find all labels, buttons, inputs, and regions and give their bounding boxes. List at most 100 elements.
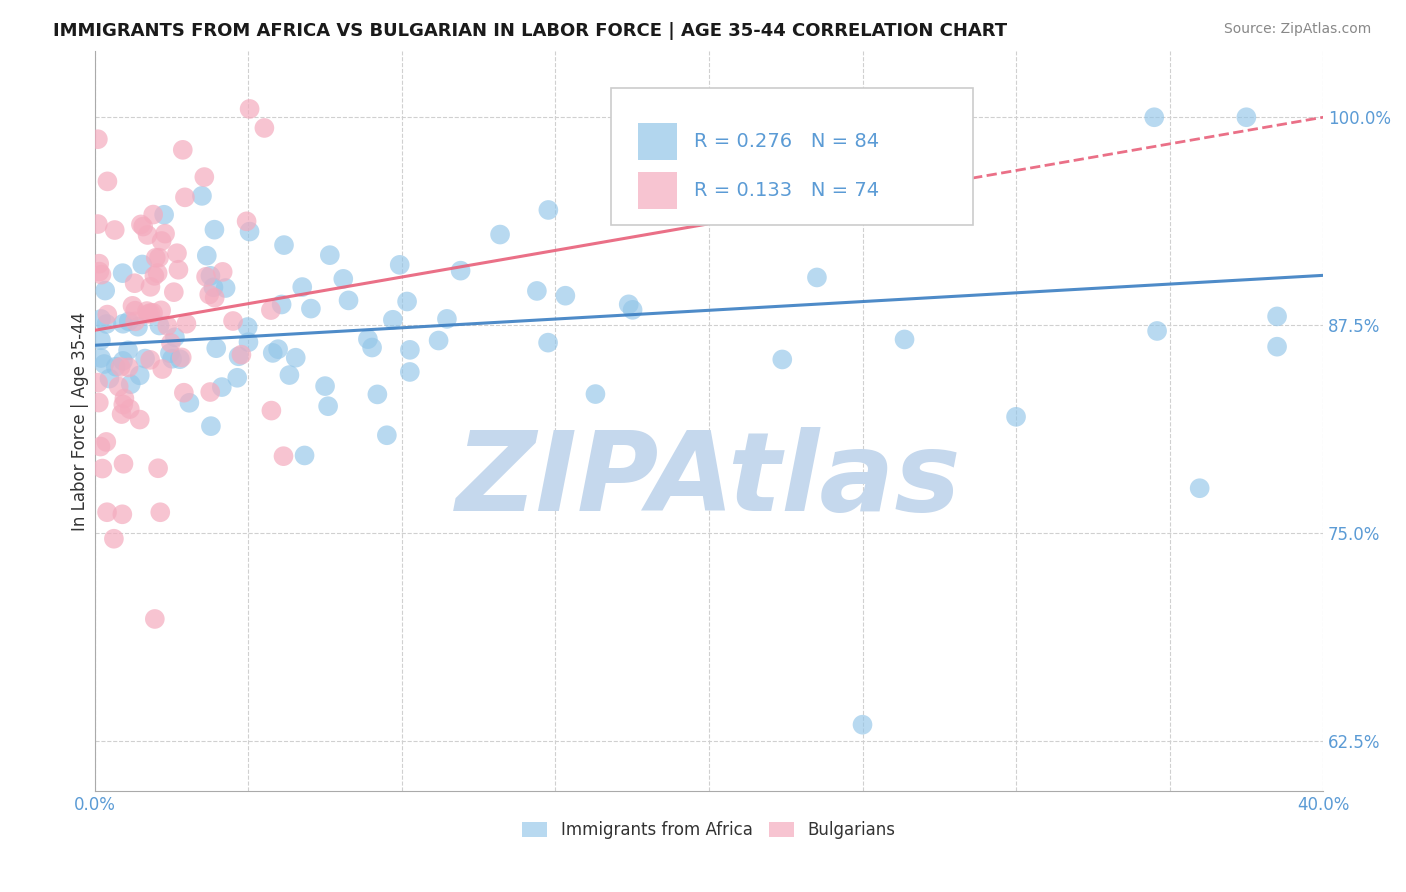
Point bbox=[87, 217, 110, 231]
Point bbox=[211, 265, 233, 279]
Point bbox=[150, 234, 173, 248]
Point bbox=[1146, 324, 1168, 338]
Point bbox=[179, 396, 201, 410]
Point bbox=[124, 303, 146, 318]
Point bbox=[112, 392, 135, 406]
Point bbox=[205, 341, 228, 355]
Point bbox=[204, 291, 226, 305]
Point bbox=[316, 399, 339, 413]
Point bbox=[537, 335, 560, 350]
Point bbox=[156, 318, 179, 333]
Point bbox=[260, 303, 283, 318]
Point bbox=[96, 308, 118, 322]
Point bbox=[291, 280, 314, 294]
Point bbox=[142, 208, 165, 222]
Point bbox=[294, 449, 316, 463]
Point bbox=[139, 306, 162, 320]
Point bbox=[90, 351, 112, 365]
Point bbox=[195, 249, 218, 263]
Text: Source: ZipAtlas.com: Source: ZipAtlas.com bbox=[1223, 22, 1371, 37]
Point bbox=[87, 395, 110, 409]
Point bbox=[96, 505, 118, 519]
Point bbox=[170, 351, 193, 365]
Point bbox=[153, 208, 176, 222]
Point bbox=[173, 385, 195, 400]
Point bbox=[299, 301, 322, 316]
Point bbox=[132, 219, 155, 234]
Point bbox=[139, 352, 162, 367]
Point bbox=[617, 297, 640, 311]
Point bbox=[396, 294, 419, 309]
Point bbox=[357, 332, 380, 346]
Point bbox=[195, 269, 218, 284]
Point bbox=[238, 335, 260, 350]
Point bbox=[172, 143, 194, 157]
Text: R = 0.133   N = 74: R = 0.133 N = 74 bbox=[695, 181, 879, 200]
Point bbox=[136, 304, 159, 318]
Point bbox=[388, 258, 411, 272]
Text: IMMIGRANTS FROM AFRICA VS BULGARIAN IN LABOR FORCE | AGE 35-44 CORRELATION CHART: IMMIGRANTS FROM AFRICA VS BULGARIAN IN L… bbox=[53, 22, 1008, 40]
Point bbox=[96, 434, 118, 449]
Text: R = 0.276   N = 84: R = 0.276 N = 84 bbox=[695, 132, 879, 151]
Point bbox=[118, 314, 141, 328]
Point bbox=[112, 457, 135, 471]
Point bbox=[128, 412, 150, 426]
Point bbox=[136, 307, 159, 321]
Point bbox=[273, 449, 295, 463]
Point bbox=[238, 225, 260, 239]
Point bbox=[104, 223, 127, 237]
Point bbox=[174, 190, 197, 204]
Point bbox=[366, 387, 388, 401]
Point bbox=[1188, 481, 1211, 495]
Point bbox=[166, 246, 188, 260]
Point bbox=[537, 202, 560, 217]
Point bbox=[436, 311, 458, 326]
Point bbox=[204, 222, 226, 236]
Point bbox=[160, 335, 183, 350]
Point bbox=[319, 248, 342, 262]
Point bbox=[314, 379, 336, 393]
Point bbox=[94, 284, 117, 298]
Point bbox=[554, 289, 576, 303]
Point bbox=[146, 461, 169, 475]
Point bbox=[163, 285, 186, 300]
Point bbox=[90, 312, 112, 326]
Point bbox=[128, 368, 150, 383]
Point bbox=[375, 428, 398, 442]
Point bbox=[585, 387, 607, 401]
Point bbox=[770, 352, 793, 367]
Point bbox=[222, 314, 245, 328]
Point bbox=[176, 317, 198, 331]
Point bbox=[427, 334, 450, 348]
Point bbox=[129, 218, 152, 232]
Point bbox=[150, 362, 173, 376]
Point bbox=[231, 348, 253, 362]
Point bbox=[98, 371, 121, 385]
Point bbox=[136, 227, 159, 242]
Point bbox=[332, 272, 354, 286]
Legend: Immigrants from Africa, Bulgarians: Immigrants from Africa, Bulgarians bbox=[516, 814, 903, 846]
Point bbox=[1265, 310, 1288, 324]
Point bbox=[127, 319, 149, 334]
Text: ZIPAtlas: ZIPAtlas bbox=[456, 426, 962, 533]
Point bbox=[169, 352, 191, 367]
Point bbox=[96, 317, 118, 331]
Point bbox=[253, 120, 276, 135]
Point bbox=[112, 317, 135, 331]
Point bbox=[226, 371, 249, 385]
Point bbox=[104, 359, 127, 374]
Point bbox=[284, 351, 307, 365]
Point bbox=[150, 303, 173, 318]
Point bbox=[89, 264, 111, 278]
Point bbox=[112, 398, 135, 412]
Point bbox=[124, 276, 146, 290]
Point bbox=[361, 341, 384, 355]
Point bbox=[236, 320, 259, 334]
Point bbox=[159, 346, 181, 360]
Point bbox=[489, 227, 512, 242]
Point bbox=[211, 380, 233, 394]
Point bbox=[260, 403, 283, 417]
Point bbox=[143, 268, 166, 283]
Point bbox=[142, 306, 165, 320]
Point bbox=[131, 257, 153, 271]
